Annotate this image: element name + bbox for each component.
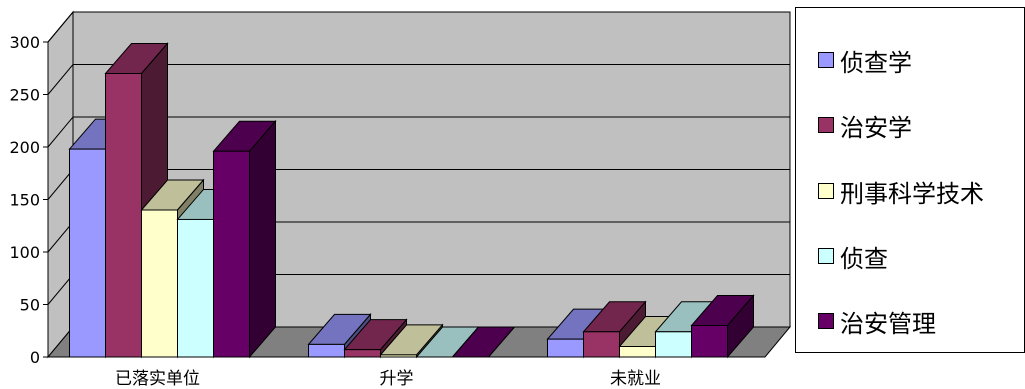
legend-item-0: 侦查学 xyxy=(818,43,912,77)
gridline-6 xyxy=(47,11,790,43)
bar-side-0-4 xyxy=(249,119,276,359)
legend-item-4: 治安管理 xyxy=(818,304,936,338)
bar-front-2-2 xyxy=(619,346,656,358)
gridline-5 xyxy=(47,64,790,95)
category-label-1: 升学 xyxy=(380,369,414,389)
category-label-0: 已落实单位 xyxy=(115,369,200,389)
bar-1-4 xyxy=(451,326,516,358)
bar-front-1-1 xyxy=(344,349,381,358)
bar-front-2-1 xyxy=(583,331,620,358)
legend-label-1: 治安学 xyxy=(840,113,912,142)
y-tick-label-2: 100 xyxy=(9,243,40,262)
legend-swatch-1 xyxy=(818,117,834,133)
y-tick-label-5: 250 xyxy=(9,86,40,105)
legend: 侦查学 治安学 刑事科学技术 侦查 治安管理 xyxy=(795,7,1025,353)
bar-front-2-4 xyxy=(691,325,728,358)
legend-swatch-3 xyxy=(818,248,834,264)
bar-front-0-2 xyxy=(141,209,178,358)
bar-front-0-1 xyxy=(105,73,142,358)
y-tick-label-3: 150 xyxy=(9,191,40,210)
bar-front-0-0 xyxy=(69,148,106,358)
category-label-2: 未就业 xyxy=(610,369,661,389)
y-tick-label-0: 0 xyxy=(30,348,40,367)
legend-swatch-4 xyxy=(818,313,834,329)
bar-2-4 xyxy=(690,294,755,359)
y-tick-label-1: 50 xyxy=(20,296,40,315)
legend-label-4: 治安管理 xyxy=(840,309,936,338)
bar-front-1-0 xyxy=(308,343,345,358)
bar-0-4 xyxy=(212,119,277,359)
legend-swatch-0 xyxy=(818,52,834,68)
legend-label-2: 刑事科学技术 xyxy=(840,179,984,208)
x-axis-categories: 已落实单位 升学 未就业 xyxy=(115,369,661,389)
bar-front-1-2 xyxy=(380,354,417,358)
gridline-4 xyxy=(47,116,790,148)
y-tick-label-6: 300 xyxy=(9,33,40,52)
bars xyxy=(68,42,755,359)
legend-label-3: 侦查 xyxy=(840,244,888,273)
bar-0-1 xyxy=(104,42,169,359)
bar-front-0-4 xyxy=(213,150,250,358)
legend-item-2: 刑事科学技术 xyxy=(818,174,984,208)
bar-front-0-3 xyxy=(177,218,214,358)
legend-swatch-2 xyxy=(818,183,834,199)
legend-label-0: 侦查学 xyxy=(840,48,912,77)
bar-front-2-0 xyxy=(547,338,584,358)
y-tick-label-4: 200 xyxy=(9,138,40,157)
y-axis-ticks: 0 50 100 150 200 250 300 xyxy=(9,33,40,367)
legend-item-1: 治安学 xyxy=(818,108,912,142)
bar-front-2-3 xyxy=(655,331,692,358)
legend-item-3: 侦查 xyxy=(818,239,888,273)
bar-side-1-4 xyxy=(488,326,515,358)
